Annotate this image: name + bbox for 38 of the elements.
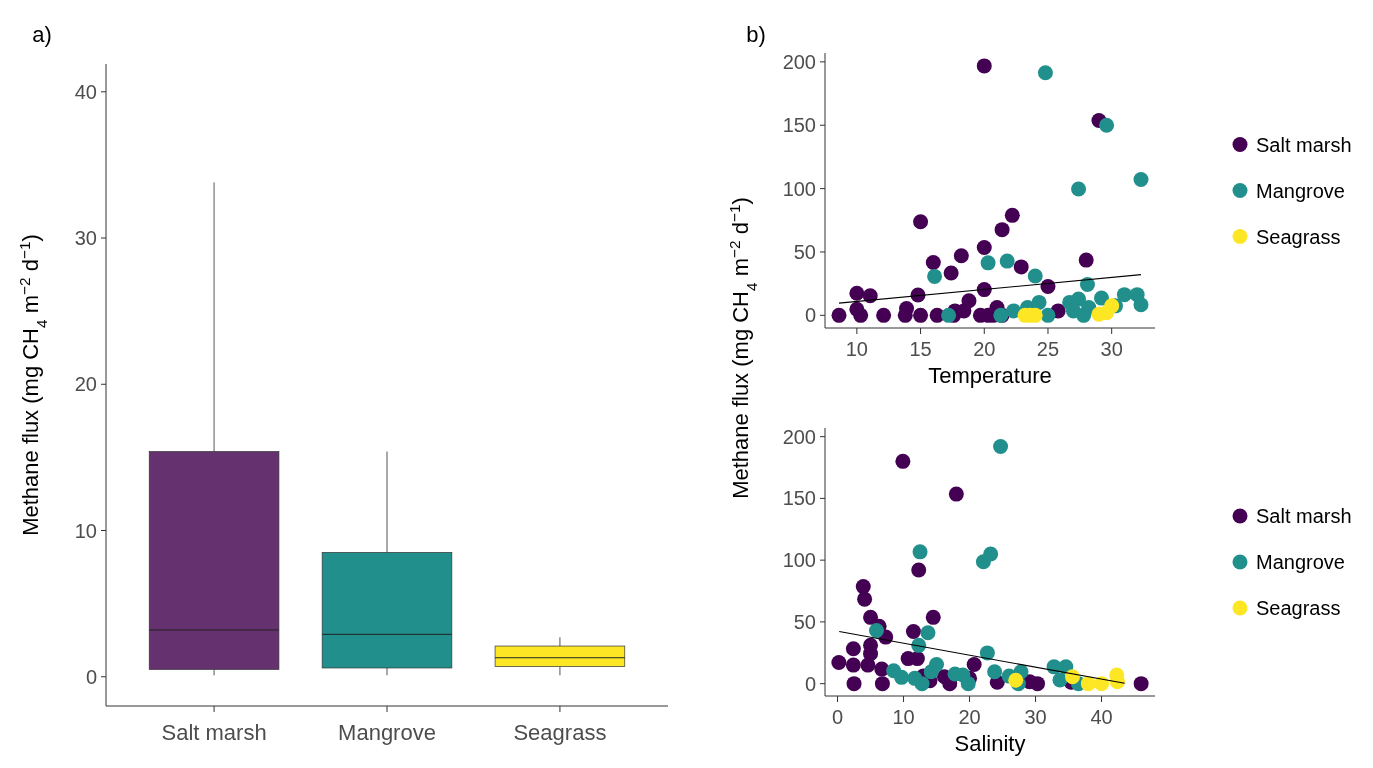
y-tick-label: 100 [782,549,816,572]
y-tick-label: 0 [85,665,97,688]
text: a) [32,22,52,47]
x-tick-label: 15 [909,338,932,360]
y-tick-label: 100 [782,177,816,200]
x-tick-label: 20 [973,338,996,360]
y-tick-label: 20 [74,373,97,396]
x-axis-title: Salinity [954,731,1026,756]
legend-label: Salt marsh [1256,133,1352,156]
y-tick-label: 40 [74,80,97,103]
x-tick-label: 20 [958,706,981,728]
y-tick-label: 50 [793,610,816,633]
legend-label: Salt marsh [1256,505,1352,527]
y-tick-label: 150 [782,487,816,510]
legend-label: Mangrove [1256,551,1345,573]
x-tick-label: Mangrove [338,720,436,745]
text: b) [746,22,766,47]
y-tick-label: 10 [74,519,97,542]
y-tick-label: 0 [804,672,816,695]
legend-label: Mangrove [1256,179,1345,202]
y-tick-label: 150 [782,114,816,137]
y-tick-label: 30 [74,227,97,250]
x-tick-label: 25 [1036,338,1060,360]
x-tick-label: 30 [1100,338,1123,360]
y-tick-label: 0 [804,304,816,327]
y-tick-label: 200 [782,50,816,73]
x-tick-label: 10 [845,338,868,360]
x-tick-label: 0 [831,706,844,728]
x-tick-label: Salt marsh [161,720,267,745]
x-tick-label: Seagrass [513,720,607,745]
x-tick-label: 30 [1024,706,1047,728]
x-tick-label: 40 [1090,706,1113,728]
legend-label: Seagrass [1256,597,1341,619]
x-tick-label: 10 [892,706,915,728]
x-axis-title: Temperature [928,363,1052,388]
legend-label: Seagrass [1256,225,1341,248]
y-tick-label: 50 [793,240,816,263]
y-tick-label: 200 [782,425,816,448]
